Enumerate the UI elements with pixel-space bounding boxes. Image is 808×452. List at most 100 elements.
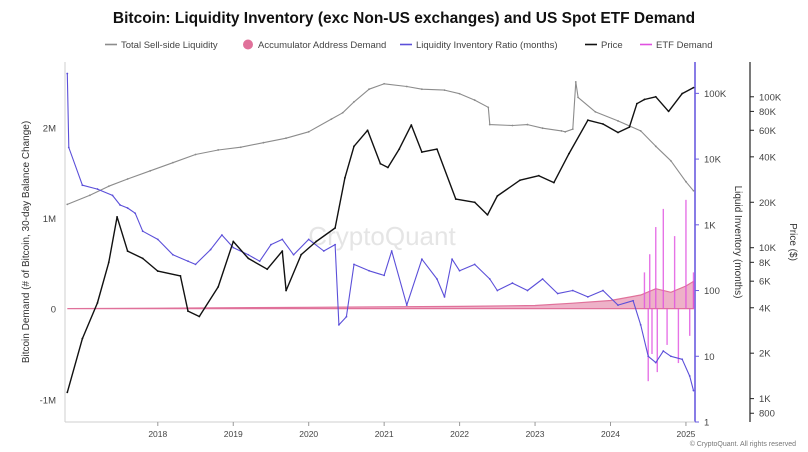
- data-point: [194, 263, 197, 266]
- right-axis-ticks: 100K 80K 60K 40K 20K 10K 8K 6K 4K 2K 1K 800: [750, 92, 782, 420]
- data-point: [111, 194, 114, 197]
- data-point: [307, 130, 310, 133]
- data-point: [577, 96, 579, 99]
- data-point: [436, 278, 438, 280]
- data-point: [639, 324, 642, 326]
- right-tick-label: 4K: [759, 303, 771, 314]
- legend-label: Price: [601, 40, 623, 51]
- data-point: [458, 92, 461, 95]
- data-point: [405, 304, 408, 307]
- data-point: [307, 238, 310, 241]
- data-point: [564, 130, 567, 133]
- data-point: [556, 292, 559, 295]
- data-point: [330, 118, 333, 121]
- data-point: [187, 310, 189, 313]
- legend: Total Sell-side Liquidity Accumulator Add…: [105, 39, 713, 51]
- data-point: [692, 389, 695, 392]
- right-tick-label: 40K: [759, 152, 777, 163]
- x-axis-ticks: 2018 2019 2020 2021 2022 2023 2024 2025: [148, 422, 696, 439]
- accumulator-demand-area: [67, 280, 695, 310]
- data-point: [692, 86, 695, 89]
- watermark: CryptoQuant: [308, 221, 456, 251]
- left-axis-ticks: 2M 1M 0 -1M: [40, 123, 56, 406]
- data-point: [383, 274, 386, 277]
- right-tick-label: 20K: [759, 198, 777, 209]
- x-tick-label: 2020: [299, 429, 318, 439]
- data-point: [156, 238, 159, 241]
- data-point: [654, 361, 657, 364]
- chart-title: Bitcoin: Liquidity Inventory (exc Non-US…: [112, 10, 696, 27]
- x-tick-label: 2023: [526, 429, 545, 439]
- data-point: [266, 268, 269, 271]
- data-point: [96, 188, 99, 190]
- series-price: [66, 86, 695, 394]
- right-tick-label: 6K: [759, 277, 771, 288]
- data-point: [654, 95, 657, 98]
- data-point: [353, 100, 355, 103]
- data-point: [194, 153, 197, 156]
- data-point: [526, 123, 529, 126]
- left-tick-label: 2M: [43, 123, 56, 134]
- data-point: [454, 198, 457, 200]
- middle-axis-label: Liquid Inventory (months): [732, 186, 743, 299]
- middle-tick-label: 1K: [704, 220, 716, 231]
- right-tick-label: 10K: [759, 243, 777, 254]
- data-point: [285, 289, 287, 292]
- right-tick-label: 8K: [759, 258, 771, 269]
- data-point: [334, 243, 337, 246]
- right-tick-label: 800: [759, 409, 775, 420]
- legend-item-accumulator-address-demand: Accumulator Address Demand: [243, 39, 386, 51]
- data-point: [366, 129, 369, 132]
- data-point: [345, 315, 348, 318]
- middle-axis-ticks: 100K 10K 1K 100 10 1: [695, 89, 727, 429]
- data-point: [217, 149, 220, 151]
- data-point: [171, 253, 174, 256]
- series-liquidity-inventory-ratio-months: [66, 72, 695, 392]
- data-point: [496, 289, 499, 292]
- data-point: [488, 278, 491, 280]
- data-point: [488, 123, 491, 126]
- data-point: [232, 240, 235, 243]
- data-point: [541, 278, 544, 280]
- data-point: [586, 296, 589, 298]
- data-point: [67, 146, 70, 149]
- data-point: [270, 243, 272, 246]
- data-point: [258, 260, 261, 263]
- data-point: [639, 130, 642, 132]
- data-point: [221, 234, 223, 236]
- data-point: [632, 299, 635, 302]
- data-point: [81, 184, 84, 187]
- middle-tick-label: 10: [704, 352, 715, 363]
- legend-label: ETF Demand: [656, 40, 713, 51]
- data-point: [458, 269, 461, 272]
- left-tick-label: 0: [51, 305, 56, 316]
- data-point: [636, 102, 638, 105]
- data-point: [568, 152, 570, 155]
- data-point: [667, 110, 670, 113]
- x-tick-label: 2022: [450, 429, 469, 439]
- x-tick-label: 2018: [148, 429, 167, 439]
- legend-item-liquidity-inventory-ratio-months: Liquidity Inventory Ratio (months): [400, 40, 558, 51]
- data-point: [669, 355, 672, 358]
- data-point: [420, 151, 423, 153]
- data-point: [681, 92, 684, 95]
- series-total-sell-side-liquidity: [66, 81, 695, 206]
- data-point: [685, 180, 687, 183]
- series-accumulator-address-demand: [67, 280, 695, 310]
- middle-tick-label: 100K: [704, 89, 727, 100]
- data-point: [315, 240, 318, 243]
- legend-label: Total Sell-side Liquidity: [121, 40, 218, 51]
- series-line-total-sell-side-liquidity: [67, 81, 694, 205]
- data-point: [126, 250, 129, 252]
- data-point: [681, 358, 684, 361]
- data-point: [473, 201, 476, 204]
- data-point: [586, 119, 589, 122]
- data-point: [171, 161, 174, 164]
- data-point: [281, 250, 284, 252]
- data-point: [643, 98, 646, 101]
- legend-label: Accumulator Address Demand: [258, 40, 386, 51]
- series-layer: [66, 72, 695, 394]
- legend-swatch: [243, 39, 253, 50]
- data-point: [669, 159, 672, 162]
